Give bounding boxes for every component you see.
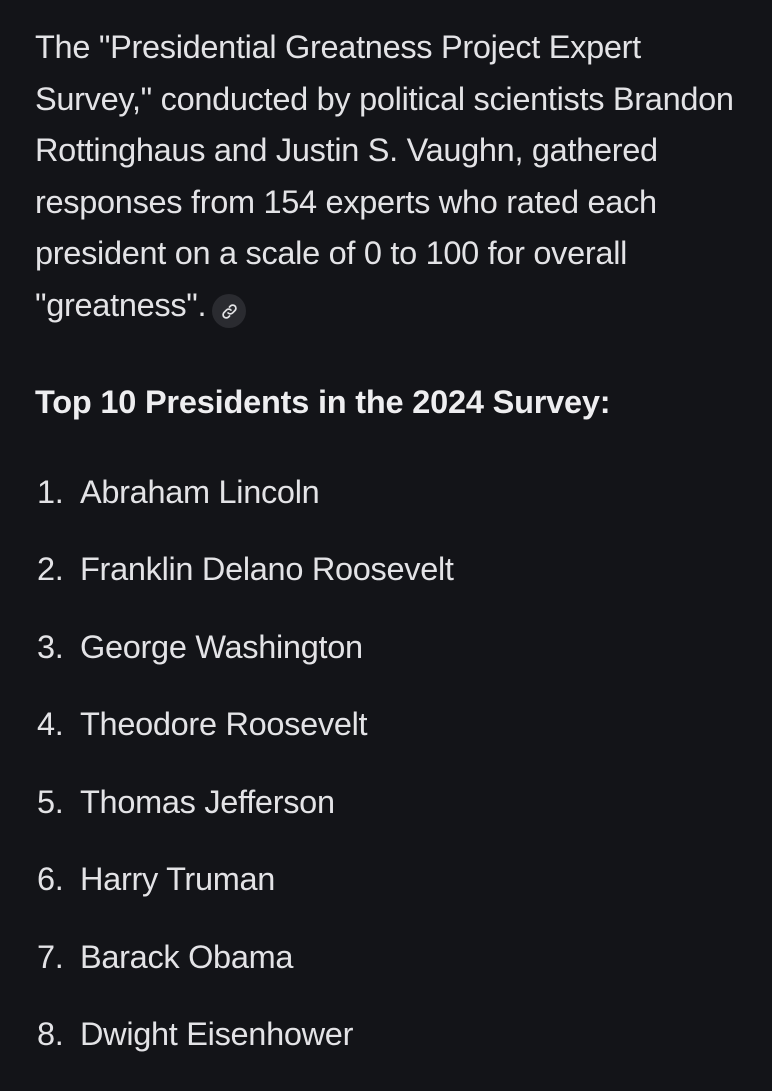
list-item: 3. George Washington: [35, 626, 738, 704]
intro-paragraph: The "Presidential Greatness Project Expe…: [35, 22, 738, 331]
list-item-number: 5.: [37, 783, 64, 820]
list-item-name: Franklin Delano Roosevelt: [80, 551, 454, 587]
list-item-name: Theodore Roosevelt: [80, 706, 368, 742]
list-item-name: Thomas Jefferson: [80, 783, 335, 820]
list-item-name: George Washington: [80, 628, 363, 665]
list-item-number: 6.: [37, 861, 64, 897]
list-item-name: Dwight Eisenhower: [80, 1016, 354, 1052]
list-item-name: Harry Truman: [80, 861, 276, 897]
list-item: 6. Harry Truman: [35, 858, 738, 936]
list-item-name: Barack Obama: [80, 938, 294, 975]
section-heading: Top 10 Presidents in the 2024 Survey:: [35, 384, 611, 420]
intro-paragraph-text: The "Presidential Greatness Project Expe…: [35, 29, 734, 323]
list-item: 2. Franklin Delano Roosevelt: [35, 548, 738, 626]
list-item-number: 8.: [37, 1016, 64, 1052]
list-item: 4. Theodore Roosevelt: [35, 703, 738, 781]
list-item: 1. Abraham Lincoln: [35, 471, 738, 549]
top-presidents-list: 1. Abraham Lincoln 2. Franklin Delano Roos…: [35, 471, 738, 1091]
link-icon: [221, 303, 237, 319]
list-item-number: 4.: [37, 706, 64, 742]
list-item-number: 3.: [37, 628, 64, 665]
list-item: 8. Dwight Eisenhower: [35, 1013, 738, 1091]
list-item-name: Abraham Lincoln: [80, 473, 320, 510]
citation-link-button[interactable]: [212, 294, 247, 328]
list-item: 7. Barack Obama: [35, 936, 738, 1014]
list-item-number: 7.: [37, 938, 64, 975]
list-item-number: 1.: [37, 473, 64, 510]
list-item-number: 2.: [37, 551, 64, 587]
list-item: 5. Thomas Jefferson: [35, 781, 738, 859]
